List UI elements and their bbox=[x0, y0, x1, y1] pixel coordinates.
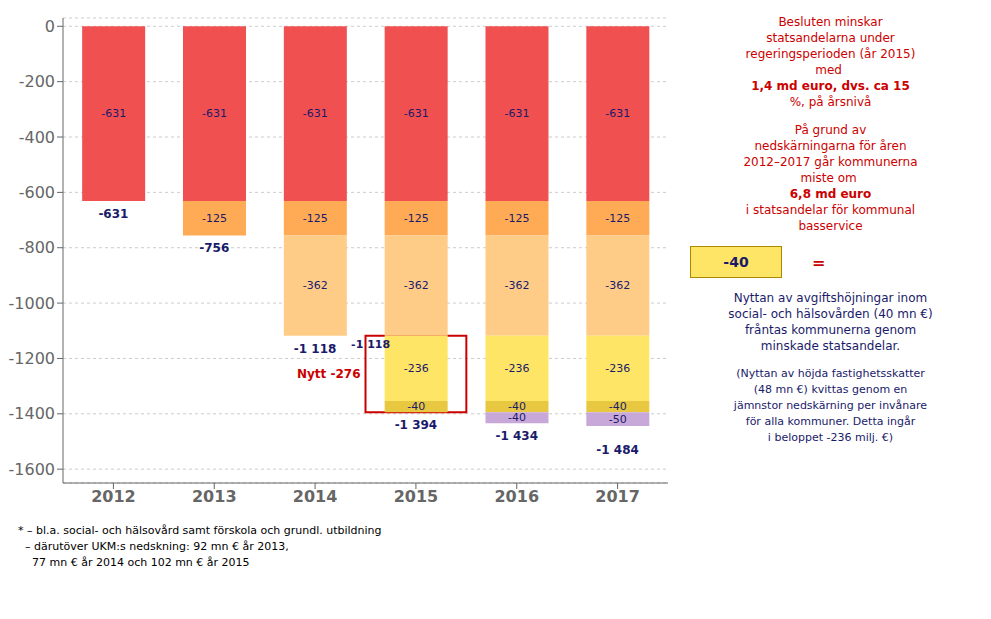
html-text:6,8 md euro: 6,8 md euro bbox=[789, 187, 872, 201]
svg-text:-1 484: -1 484 bbox=[596, 443, 639, 457]
svg-text:-125: -125 bbox=[605, 212, 630, 225]
svg-text:-631: -631 bbox=[605, 107, 630, 120]
html-text:jämnstor nedskärning per invån: jämnstor nedskärning per invånare bbox=[733, 399, 928, 412]
html-text:social- och hälsovården (40 mn: social- och hälsovården (40 mn €) bbox=[728, 307, 933, 321]
svg-text:-631: -631 bbox=[404, 107, 429, 120]
svg-text:-1 434: -1 434 bbox=[495, 429, 538, 443]
svg-text:2013: 2013 bbox=[192, 487, 237, 506]
svg-text:-756: -756 bbox=[199, 241, 229, 255]
svg-text:-1 394: -1 394 bbox=[395, 418, 438, 432]
svg-text:-1 118: -1 118 bbox=[294, 342, 337, 356]
svg-text:2014: 2014 bbox=[293, 487, 338, 506]
svg-text:-40: -40 bbox=[508, 400, 526, 414]
svg-text:-236: -236 bbox=[605, 362, 630, 375]
svg-text:-50: -50 bbox=[609, 413, 627, 426]
html-text:På grund av: På grund av bbox=[794, 123, 867, 137]
svg-text:2016: 2016 bbox=[494, 487, 539, 506]
svg-text:-1 118: -1 118 bbox=[351, 338, 390, 351]
svg-text:2015: 2015 bbox=[394, 487, 439, 506]
html-text:i beloppet -236 milj. €): i beloppet -236 milj. €) bbox=[767, 431, 894, 444]
svg-text:-125: -125 bbox=[303, 212, 328, 225]
html-text:för alla kommuner. Detta ingår: för alla kommuner. Detta ingår bbox=[745, 415, 916, 428]
svg-text:-236: -236 bbox=[404, 362, 429, 375]
html-text:med: med bbox=[815, 63, 846, 77]
svg-text:-600: -600 bbox=[19, 183, 55, 202]
html-text:i statsandelar för kommunal: i statsandelar för kommunal bbox=[745, 203, 916, 217]
html-text:(48 mn €) kvittas genom en: (48 mn €) kvittas genom en bbox=[753, 383, 908, 396]
html-text:77 mn € år 2014 och 102 mn € å: 77 mn € år 2014 och 102 mn € år 2015 bbox=[18, 556, 250, 569]
svg-text:-125: -125 bbox=[404, 212, 429, 225]
svg-text:-40: -40 bbox=[508, 411, 526, 424]
svg-text:-631: -631 bbox=[98, 207, 128, 221]
html-text:Besluten minskar: Besluten minskar bbox=[778, 15, 883, 29]
svg-text:-631: -631 bbox=[303, 107, 328, 120]
svg-text:-362: -362 bbox=[505, 279, 530, 292]
svg-text:2017: 2017 bbox=[595, 487, 640, 506]
svg-text:-200: -200 bbox=[19, 72, 55, 91]
svg-text:-631: -631 bbox=[202, 107, 227, 120]
svg-text:-40: -40 bbox=[407, 400, 425, 413]
html-text:-40: -40 bbox=[723, 254, 749, 270]
html-text:2012–2017 går kommunerna: 2012–2017 går kommunerna bbox=[743, 155, 918, 169]
html-text:– därutöver UKM:s nedskning: 9: – därutöver UKM:s nedskning: 92 mn € år … bbox=[18, 540, 289, 553]
svg-text:-125: -125 bbox=[202, 212, 227, 225]
svg-text:-236: -236 bbox=[505, 362, 530, 375]
html-text:fråntas kommunerna genom: fråntas kommunerna genom bbox=[744, 323, 917, 337]
svg-text:Nytt -276: Nytt -276 bbox=[297, 367, 361, 381]
svg-text:-631: -631 bbox=[505, 107, 530, 120]
svg-text:-1000: -1000 bbox=[9, 294, 56, 313]
svg-text:-631: -631 bbox=[101, 107, 126, 120]
svg-text:-362: -362 bbox=[404, 279, 429, 292]
html-text:minskade statsandelar.: minskade statsandelar. bbox=[760, 339, 901, 353]
html-text:nedskärningarna för åren: nedskärningarna för åren bbox=[754, 139, 907, 153]
html-text:Nyttan av avgiftshöjningar ino: Nyttan av avgiftshöjningar inom bbox=[733, 291, 928, 305]
svg-text:-800: -800 bbox=[19, 238, 55, 257]
svg-text:-40: -40 bbox=[609, 400, 627, 413]
svg-text:-125: -125 bbox=[505, 212, 530, 225]
html-text:statsandelarna under: statsandelarna under bbox=[766, 31, 895, 45]
html-text:(Nyttan av höjda fastighetsska: (Nyttan av höjda fastighetsskatter bbox=[736, 367, 925, 380]
svg-text:-1200: -1200 bbox=[9, 349, 56, 368]
html-text:miste om: miste om bbox=[800, 171, 861, 185]
html-text:%, på årsnivå: %, på årsnivå bbox=[789, 95, 872, 109]
svg-text:0: 0 bbox=[45, 17, 55, 36]
svg-text:-362: -362 bbox=[303, 279, 328, 292]
html-text:basservice: basservice bbox=[798, 219, 863, 233]
svg-text:-1600: -1600 bbox=[9, 460, 56, 479]
svg-text:2012: 2012 bbox=[91, 487, 136, 506]
svg-text:-1400: -1400 bbox=[9, 404, 56, 423]
svg-text:-362: -362 bbox=[605, 279, 630, 292]
svg-text:-400: -400 bbox=[19, 128, 55, 147]
html-text:1,4 md euro, dvs. ca 15: 1,4 md euro, dvs. ca 15 bbox=[751, 79, 910, 93]
html-text:* – bl.a. social- och hälsovår: * – bl.a. social- och hälsovård samt för… bbox=[18, 524, 382, 537]
html-text:regeringsperioden (år 2015): regeringsperioden (år 2015) bbox=[745, 47, 916, 61]
